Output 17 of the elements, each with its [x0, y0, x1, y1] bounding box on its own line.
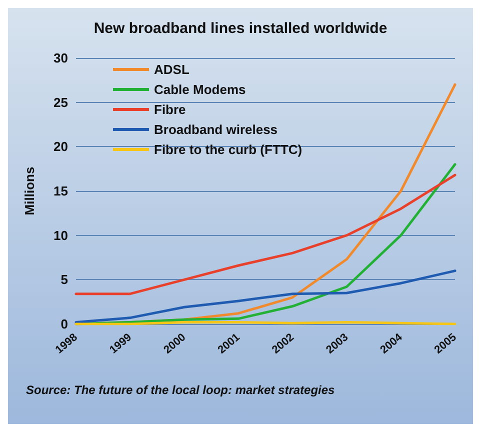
y-tick-label: 5 — [60, 272, 68, 288]
y-tick-label: 0 — [60, 316, 68, 332]
y-tick-label: 20 — [54, 139, 68, 154]
source-note: Source: The future of the local loop: market strategies — [26, 383, 336, 397]
legend-label: Cable Modems — [154, 82, 246, 97]
y-tick-label: 15 — [54, 184, 68, 198]
y-tick-label: 30 — [54, 50, 68, 66]
y-tick-label: 25 — [54, 94, 68, 110]
chart-title: New broadband lines installed worldwide — [94, 20, 388, 37]
legend-label: Fibre to the curb (FTTC) — [154, 142, 302, 157]
legend-label: ADSL — [154, 62, 190, 77]
y-tick-label: 10 — [54, 228, 68, 243]
line-series — [74, 174, 456, 296]
line-series — [74, 270, 456, 324]
legend-label: Fibre — [154, 102, 186, 117]
y-axis-title: Millions — [22, 166, 37, 216]
legend-label: Broadband wireless — [154, 122, 278, 137]
